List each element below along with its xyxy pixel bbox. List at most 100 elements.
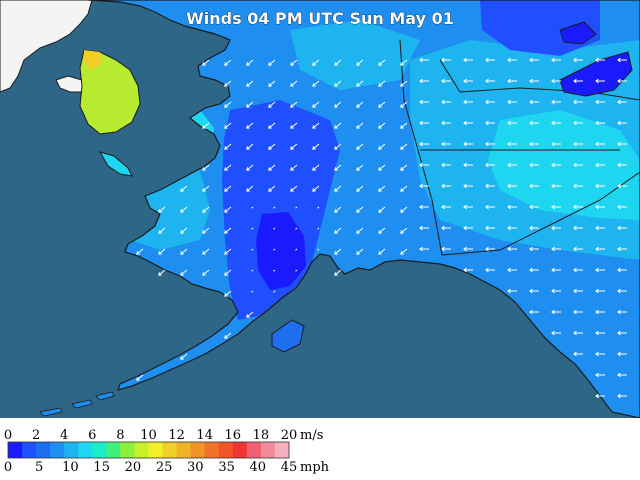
wind-arrow [312,80,320,87]
wind-arrow [334,59,342,66]
wind-arrow [158,206,166,213]
wind-arrow-head [378,251,382,255]
legend-ms-tick: 20 [281,428,298,443]
wind-arrow-head [334,83,338,87]
wind-arrow-head [180,272,184,276]
wind-arrow [268,80,276,87]
wind-arrow [251,269,254,272]
wind-arrow [378,248,386,255]
wind-arrow-head [551,309,555,315]
wind-arrow [224,101,232,108]
wind-arrow-head [595,99,599,105]
wind-arrow [378,206,386,213]
wind-arrow-head [507,267,511,273]
wind-arrow-head [136,377,140,381]
island-small-west [98,151,133,177]
legend-ms-unit: m/s [300,428,323,443]
wind-arrow [356,206,364,213]
wind-arrow [378,80,386,87]
legend-ms-tick: 8 [116,428,124,443]
legend-ms-tick: 16 [225,428,242,443]
wind-arrow-head [224,83,228,87]
wind-arrow-head [595,225,599,231]
legend-swatch [232,442,248,458]
wind-arrow-head [400,62,404,66]
wind-arrow [356,122,364,129]
wind-arrow [295,227,298,230]
wind-arrow-head [529,99,533,105]
wind-arrow [400,227,408,234]
wind-arrow-head [246,167,250,171]
wind-arrow-head [551,141,555,147]
wind-arrow-head [507,120,511,126]
wind-arrow-head [551,288,555,294]
wind-arrow-head [419,225,423,231]
wind-arrow [224,122,232,129]
wind-arrow [224,332,232,339]
wind-arrow-head [617,99,621,105]
wind-arrow-head [485,246,489,252]
alaska-coastline [87,0,640,418]
wind-arrow-head [224,125,228,129]
wind-arrow-head [268,62,272,66]
wind-arrow-head [551,99,555,105]
wind-arrow-head [224,209,228,213]
wind-arrow-head [441,162,445,168]
wind-arrow-head [246,188,250,192]
wind-arrow-head [334,272,338,276]
arctic-islands-2 [559,21,597,45]
wind-arrow [268,164,276,171]
wind-arrow [400,206,408,213]
map-title: Winds 04 PM UTC Sun May 01 [186,9,454,28]
wind-arrow [180,248,188,255]
wind-arrow-head [419,246,423,252]
wind-arrow [400,185,408,192]
wind-arrow [334,101,342,108]
wind-arrow-head [334,167,338,171]
arctic-islands [559,51,633,97]
wind-arrow [378,164,386,171]
wind-arrow-head [378,104,382,108]
wind-arrow-head [529,120,533,126]
wind-arrow-head [246,104,250,108]
wind-arrow-head [378,83,382,87]
legend-swatch [260,442,276,458]
wind-arrow-head [617,246,621,252]
wind-arrow [180,227,188,234]
wind-arrow-head [617,330,621,336]
legend-swatch [92,442,107,458]
wind-arrow-head [246,83,250,87]
wind-arrow [268,59,276,66]
wind-arrow [273,269,276,272]
wind-arrow-head [551,120,555,126]
wind-arrow-head [485,162,489,168]
legend-mph-tick: 30 [187,460,204,475]
wind-arrow [378,101,386,108]
wind-arrow-head [573,267,577,273]
wind-arrow [202,164,210,171]
wind-arrow-head [246,146,250,150]
wind-arrow [378,122,386,129]
wind-arrow [224,59,232,66]
wind-arrow-head [463,246,467,252]
wind-arrow [295,248,298,251]
wind-arrow-head [617,309,621,315]
wind-arrow-head [290,146,294,150]
wind-arrow-head [268,125,272,129]
wind-arrow [400,164,408,171]
wind-arrow-head [551,204,555,210]
wind-arrow [290,164,298,171]
wind-arrow-head [463,141,467,147]
wind-arrow [202,206,210,213]
wind-arrow [312,59,320,66]
wind-arrow-head [573,141,577,147]
wind-arrow-head [246,314,250,318]
wind-arrow-head [529,246,533,252]
wind-arrow [224,269,232,276]
wind-arrow-head [356,230,360,234]
wind-arrow-head [485,267,489,273]
wind-arrow-head [507,99,511,105]
wind-arrow-head [158,230,162,234]
legend-ms-tick: 4 [60,428,68,443]
wind-arrow [334,248,342,255]
